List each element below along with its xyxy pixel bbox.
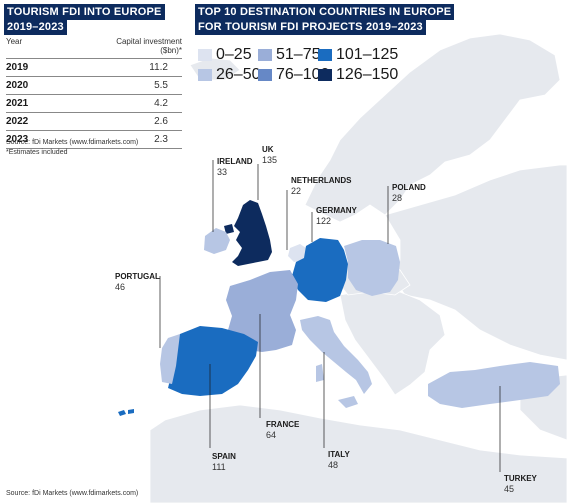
row-year: 2020 <box>6 80 29 91</box>
label-poland: POLAND 28 <box>392 183 426 203</box>
table-row: 2019 11.2 <box>6 59 182 77</box>
col-value-header: Capital investment ($bn)* <box>116 37 182 55</box>
label-uk: UK 135 <box>262 145 277 165</box>
legend-swatch <box>198 49 212 61</box>
label-spain-value: 111 <box>212 462 226 472</box>
legend-item: 51–75 <box>258 46 321 64</box>
land-balkans <box>339 289 446 396</box>
land-north-africa <box>149 404 567 503</box>
legend-swatch <box>198 69 212 81</box>
legend-label: 76–100 <box>276 66 330 83</box>
label-netherlands: NETHERLANDS 22 <box>291 176 351 196</box>
label-portugal-value: 46 <box>115 282 126 292</box>
label-ireland: IRELAND 33 <box>217 157 253 177</box>
legend-item: 0–25 <box>198 46 252 64</box>
label-netherlands-name: NETHERLANDS <box>291 176 352 185</box>
country-italy <box>300 316 372 394</box>
table-row: 2020 5.5 <box>6 77 182 95</box>
label-spain: SPAIN 111 <box>212 452 236 472</box>
row-value: 11.2 <box>149 62 168 73</box>
legend-item: 76–100 <box>258 66 329 84</box>
legend-label: 26–50 <box>216 66 261 83</box>
table-source: Source: fDi Markets (www.fdimarkets.com) <box>6 139 139 146</box>
label-ireland-value: 33 <box>217 167 228 177</box>
row-value: 4.2 <box>154 98 168 109</box>
row-year: 2022 <box>6 116 29 127</box>
col-value-header-line-1: Capital investment <box>116 37 182 46</box>
label-poland-value: 28 <box>392 193 403 203</box>
legend-item: 26–50 <box>198 66 261 84</box>
label-uk-name: UK <box>262 145 274 154</box>
country-spain-canaries <box>118 409 134 416</box>
map-title-line-1: TOP 10 DESTINATION COUNTRIES IN EUROPE <box>195 4 455 20</box>
label-netherlands-value: 22 <box>291 186 302 196</box>
legend-swatch <box>258 69 272 81</box>
label-france: FRANCE 64 <box>266 420 299 440</box>
investment-table: Year Capital investment ($bn)* 2019 11.2 … <box>6 37 182 149</box>
table-row: 2023 2.3 <box>6 131 182 149</box>
row-value: 5.5 <box>154 80 168 91</box>
table-row: 2022 2.6 <box>6 113 182 131</box>
col-value-header-line-2: ($bn)* <box>160 46 182 55</box>
label-germany-value: 122 <box>316 216 332 226</box>
label-italy-value: 48 <box>328 460 339 470</box>
map-source: Source: fDi Markets (www.fdimarkets.com) <box>6 490 139 497</box>
country-uk <box>232 200 272 266</box>
label-uk-value: 135 <box>262 155 278 165</box>
table-header: Year Capital investment ($bn)* <box>6 37 182 59</box>
land-scandinavia <box>304 33 561 223</box>
label-italy-name: ITALY <box>328 450 350 459</box>
label-portugal-name: PORTUGAL <box>115 272 160 281</box>
row-value: 2.3 <box>154 134 168 145</box>
table-row: 2021 4.2 <box>6 95 182 113</box>
label-poland-name: POLAND <box>392 183 426 192</box>
label-portugal: PORTUGAL 46 <box>115 272 160 292</box>
label-spain-name: SPAIN <box>212 452 236 461</box>
label-turkey-value: 45 <box>504 484 515 494</box>
country-ireland <box>204 228 230 254</box>
label-germany-name: GERMANY <box>316 206 357 215</box>
label-france-name: FRANCE <box>266 420 300 429</box>
row-year: 2023 <box>6 134 29 145</box>
left-title-line-1: TOURISM FDI INTO EUROPE <box>4 4 165 20</box>
country-portugal <box>160 334 180 384</box>
left-title-line-2: 2019–2023 <box>4 19 67 35</box>
legend-swatch <box>258 49 272 61</box>
label-italy: ITALY 48 <box>328 450 350 470</box>
legend-swatch <box>318 49 332 61</box>
row-year: 2021 <box>6 98 29 109</box>
legend-label: 51–75 <box>276 46 321 63</box>
table-note: *Estimates included <box>6 149 68 156</box>
row-value: 2.6 <box>154 116 168 127</box>
label-france-value: 64 <box>266 430 277 440</box>
country-italy-sardinia <box>316 364 324 382</box>
country-uk-ni <box>224 224 234 234</box>
label-turkey: TURKEY 45 <box>504 474 537 494</box>
legend-label: 126–150 <box>336 66 399 83</box>
row-year: 2019 <box>6 62 29 73</box>
legend-label: 0–25 <box>216 46 252 63</box>
country-turkey <box>428 362 560 408</box>
col-year-header: Year <box>6 37 23 46</box>
legend-item: 101–125 <box>318 46 398 64</box>
country-spain <box>168 326 258 396</box>
country-germany <box>292 238 348 302</box>
label-ireland-name: IRELAND <box>217 157 253 166</box>
label-turkey-name: TURKEY <box>504 474 537 483</box>
legend-label: 101–125 <box>336 46 399 63</box>
country-italy-sicily <box>338 396 358 408</box>
label-germany: GERMANY 122 <box>316 206 357 226</box>
legend-item: 126–150 <box>318 66 398 84</box>
legend-swatch <box>318 69 332 81</box>
map-title-line-2: FOR TOURISM FDI PROJECTS 2019–2023 <box>195 19 426 35</box>
country-france <box>226 270 298 352</box>
country-netherlands <box>288 244 306 262</box>
country-poland <box>344 240 400 296</box>
